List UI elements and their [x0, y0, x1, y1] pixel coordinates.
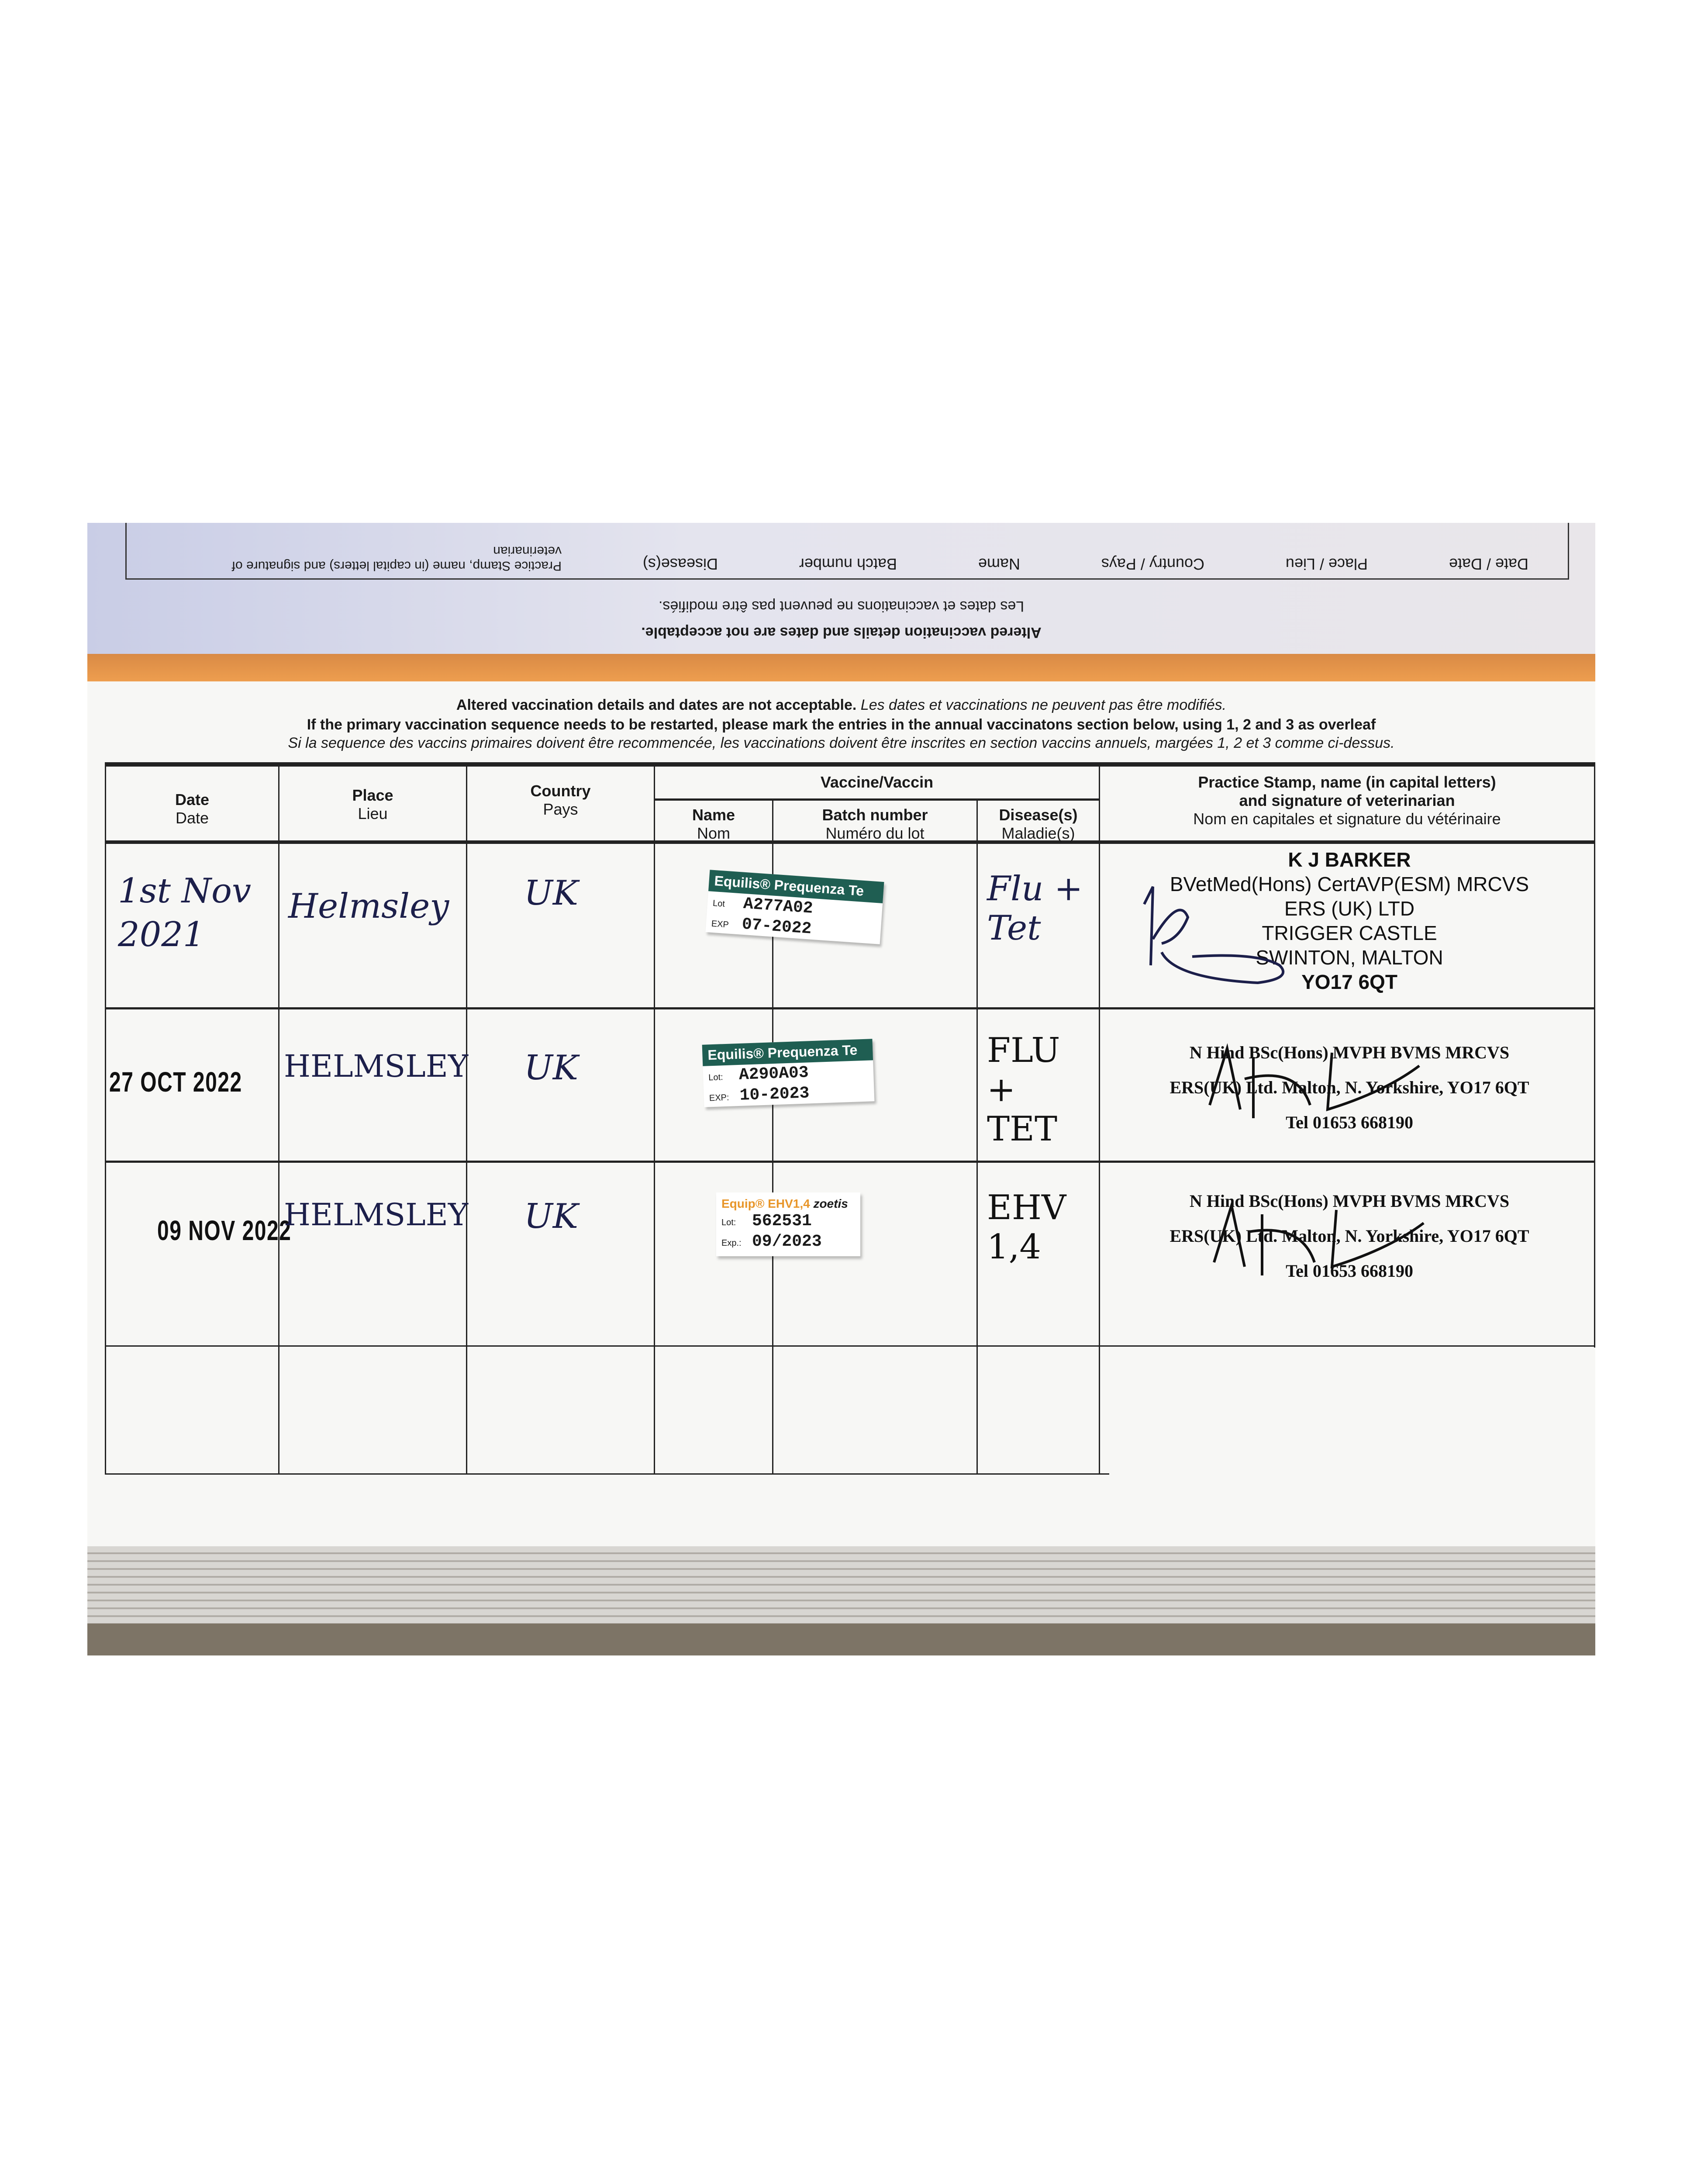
row3-signature [1213, 1200, 1425, 1275]
row2-disease: FLU + TET [987, 1031, 1060, 1149]
note-line-1: Altered vaccination details and dates ar… [456, 697, 1227, 713]
row1-disease: Flu + Tet [987, 869, 1083, 948]
row3-date-stamp: 09 NOV 2022 [157, 1215, 292, 1246]
header-name: Name Nom [692, 806, 735, 842]
row3-place: HELMSLEY [284, 1197, 469, 1233]
row2-signature [1208, 1043, 1420, 1118]
background-surface [87, 1624, 1595, 1655]
row2-date-stamp: 27 OCT 2022 [109, 1066, 242, 1098]
row1-signature [1143, 886, 1285, 985]
row3-disease: EHV 1,4 [987, 1188, 1066, 1267]
row2-country: UK [524, 1048, 579, 1088]
row3-vet-stamp: N Hind BSc(Hons) MVPH BVMS MRCVS ERS(UK)… [1170, 1191, 1529, 1281]
row1-vaccine-sticker: Equilis® Prequenza Te Lot A277A02 EXP 07-2… [705, 870, 884, 944]
row2-place: HELMSLEY [284, 1048, 469, 1084]
header-vaccine: Vaccine/Vaccin [820, 773, 934, 791]
row3-country: UK [524, 1197, 579, 1236]
row1-vet-stamp: K J BARKER BVetMed(Hons) CertAVP(ESM) MR… [1170, 848, 1529, 993]
flipped-note-fr: Les dates et vaccinations ne peuvent pas… [658, 598, 1025, 615]
header-date: Date Date [175, 791, 210, 827]
row1-country: UK [524, 874, 579, 913]
passport-photo: Date / Date Place / Lieu Country / Pays … [87, 523, 1595, 1655]
row1-place: Helmsley [288, 887, 449, 926]
passport-cover-edge [87, 654, 1595, 684]
header-disease: Disease(s) Maladie(s) [999, 806, 1078, 842]
flipped-note-en: Altered vaccination details and dates ar… [641, 624, 1042, 641]
vaccination-page: Altered vaccination details and dates ar… [87, 681, 1595, 1546]
facing-page-upside-down: Date / Date Place / Lieu Country / Pays … [87, 523, 1595, 654]
row3-vaccine-sticker: Equip® EHV1,4 zoetis Lot: 562531 Exp.: 09/… [716, 1192, 860, 1256]
header-stamp: Practice Stamp, name (in capital letters… [1193, 773, 1501, 828]
note-line-2: If the primary vaccination sequence need… [307, 716, 1376, 733]
header-country: Country Pays [530, 782, 591, 818]
row1-date: 1st Nov 2021 [118, 871, 252, 954]
header-place: Place Lieu [352, 786, 393, 822]
flipped-headers: Date / Date Place / Lieu Country / Pays … [231, 544, 1529, 573]
row2-vet-stamp: N Hind BSc(Hons) MVPH BVMS MRCVS ERS(UK)… [1170, 1043, 1529, 1132]
header-batch: Batch number Numéro du lot [822, 806, 928, 842]
note-line-3: Si la sequence des vaccins primaires doi… [288, 735, 1395, 751]
row2-vaccine-sticker: Equilis® Prequenza Te Lot: A290A03 EXP: 10… [702, 1039, 875, 1107]
